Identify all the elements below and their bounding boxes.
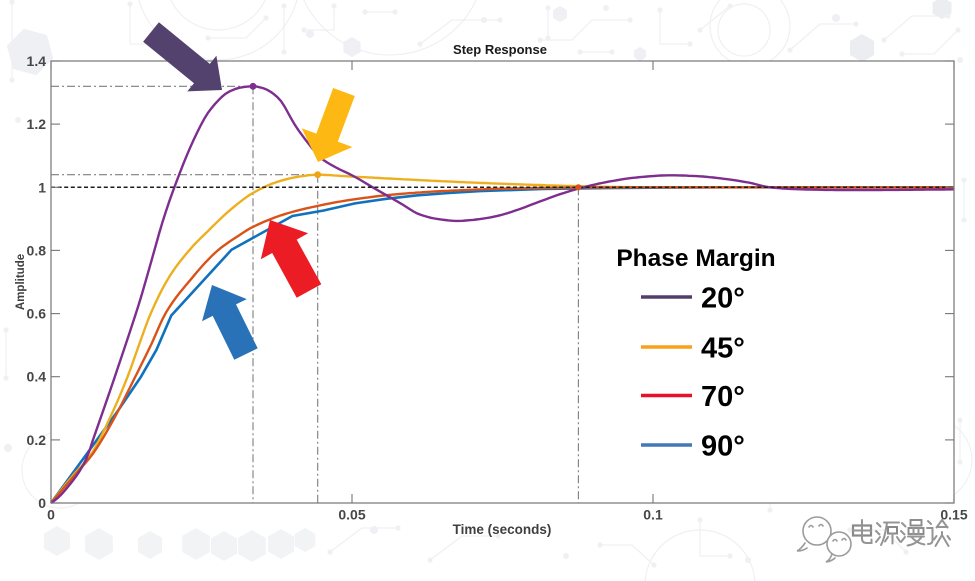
svg-text:Phase Margin: Phase Margin: [616, 245, 775, 272]
svg-text:Amplitude: Amplitude: [15, 254, 27, 310]
svg-text:0.1: 0.1: [643, 507, 663, 523]
svg-text:0.8: 0.8: [27, 242, 47, 258]
svg-text:0.05: 0.05: [338, 507, 365, 523]
svg-text:20°: 20°: [701, 283, 745, 315]
svg-text:0.4: 0.4: [27, 369, 47, 385]
svg-text:1.2: 1.2: [27, 116, 47, 132]
svg-text:0.15: 0.15: [940, 507, 967, 523]
svg-text:1: 1: [38, 179, 46, 195]
svg-text:1.4: 1.4: [27, 53, 47, 69]
svg-text:0: 0: [47, 507, 55, 523]
svg-text:0.6: 0.6: [27, 306, 47, 322]
svg-text:0.2: 0.2: [27, 432, 47, 448]
svg-text:70°: 70°: [701, 381, 745, 413]
svg-text:90°: 90°: [701, 431, 745, 463]
svg-text:Step Response: Step Response: [453, 42, 547, 57]
svg-text:Time (seconds): Time (seconds): [453, 522, 552, 537]
svg-text:45°: 45°: [701, 333, 745, 365]
svg-text:0: 0: [38, 495, 46, 511]
